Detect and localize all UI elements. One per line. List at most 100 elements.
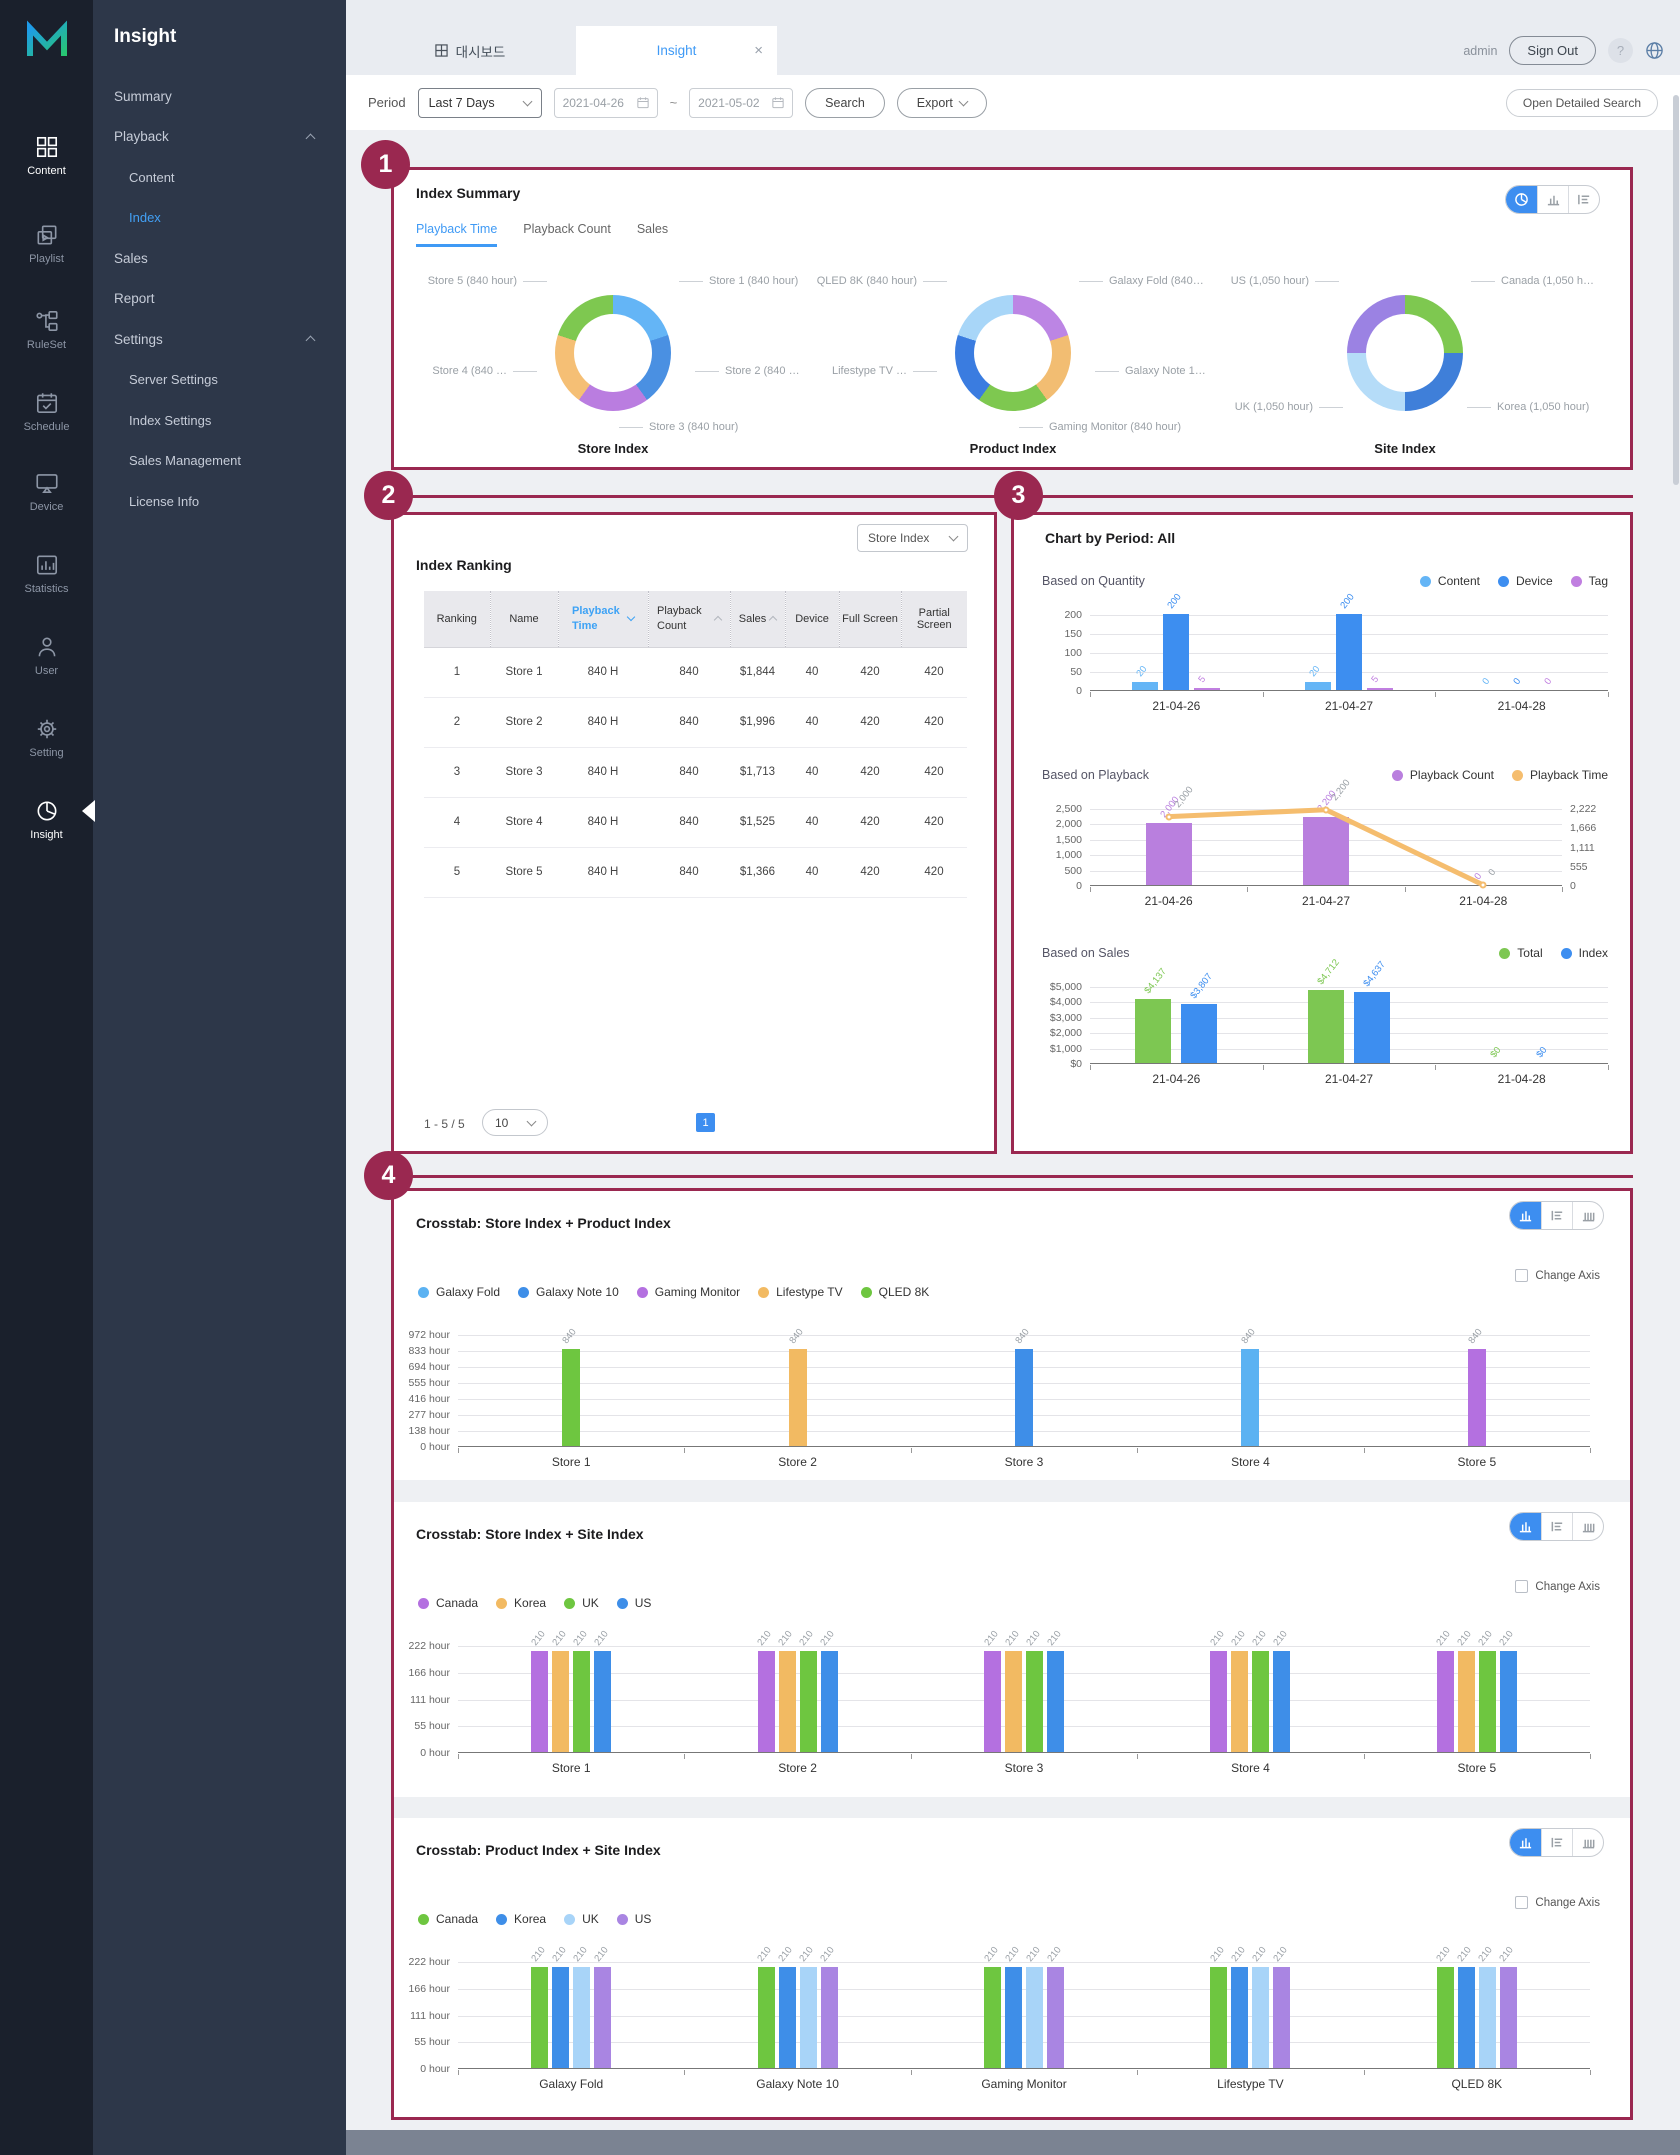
- close-icon[interactable]: ×: [754, 42, 763, 59]
- bar: 210: [550, 1945, 570, 2068]
- table-row[interactable]: 2 Store 2 840 H 840 $1,996 40 420 420: [424, 697, 967, 748]
- page-number-button[interactable]: 1: [696, 1113, 715, 1132]
- col-playback-count[interactable]: Playback Count: [647, 591, 730, 648]
- row-view-button[interactable]: [1541, 1202, 1572, 1229]
- table-row[interactable]: 1 Store 1 840 H 840 $1,844 40 420 420: [424, 647, 967, 698]
- open-detailed-search-button[interactable]: Open Detailed Search: [1505, 88, 1658, 117]
- legend-item[interactable]: Index: [1560, 946, 1608, 960]
- rail-item-schedule[interactable]: Schedule: [0, 390, 93, 433]
- legend-item[interactable]: US: [616, 1596, 651, 1610]
- legend-item[interactable]: Galaxy Fold: [418, 1285, 500, 1299]
- globe-icon[interactable]: [1645, 41, 1664, 60]
- rail-item-content[interactable]: Content: [0, 134, 93, 177]
- date-to-field[interactable]: [689, 87, 794, 118]
- pie-view-button[interactable]: [1506, 186, 1537, 213]
- column-view-button[interactable]: [1510, 1829, 1541, 1856]
- x-axis-labels: Galaxy Fold Galaxy Note 10 Gaming Monitor L…: [458, 2077, 1590, 2091]
- change-axis-checkbox[interactable]: [1515, 1269, 1529, 1282]
- date-from-input[interactable]: [562, 95, 637, 110]
- grid-view-button[interactable]: [1572, 1829, 1603, 1856]
- col-full-screen[interactable]: Full Screen: [838, 591, 901, 648]
- column-view-button[interactable]: [1510, 1513, 1541, 1540]
- rail-item-device[interactable]: Device: [0, 470, 93, 513]
- column-view-button[interactable]: [1510, 1202, 1541, 1229]
- legend-item[interactable]: Canada: [418, 1912, 478, 1926]
- export-button[interactable]: Export: [896, 87, 987, 118]
- date-from-field[interactable]: [553, 87, 658, 118]
- legend-item[interactable]: QLED 8K: [860, 1285, 929, 1299]
- col-name[interactable]: Name: [489, 591, 558, 648]
- line-point: [1479, 881, 1487, 889]
- bar-view-button[interactable]: [1537, 186, 1568, 213]
- pie-chart-icon: [1515, 193, 1528, 206]
- rail-item-setting[interactable]: Setting: [0, 716, 93, 759]
- sidebar-item-summary[interactable]: Summary: [114, 88, 172, 104]
- legend-item[interactable]: UK: [564, 1596, 599, 1610]
- legend-item[interactable]: Playback Count: [1391, 768, 1494, 782]
- col-playback-time[interactable]: Playback Time: [557, 591, 648, 648]
- table-cell: 420: [901, 647, 967, 698]
- sidebar-item-sales[interactable]: Sales: [114, 250, 148, 266]
- legend-item[interactable]: Gaming Monitor: [636, 1285, 740, 1299]
- tab-insight[interactable]: Insight ×: [576, 26, 777, 75]
- row-view-button[interactable]: [1541, 1513, 1572, 1540]
- help-button[interactable]: ?: [1608, 38, 1633, 63]
- legend-item[interactable]: Tag: [1570, 574, 1608, 588]
- legend-item[interactable]: Galaxy Note 10: [518, 1285, 619, 1299]
- col-ranking[interactable]: Ranking: [424, 591, 490, 648]
- tab-playback-time[interactable]: Playback Time: [416, 222, 498, 247]
- legend-item[interactable]: Korea: [496, 1596, 546, 1610]
- legend-dot-icon: [616, 1597, 628, 1609]
- table-row[interactable]: 3 Store 3 840 H 840 $1,713 40 420 420: [424, 747, 967, 798]
- rail-item-insight[interactable]: Insight: [0, 798, 93, 841]
- date-to-input[interactable]: [698, 95, 773, 110]
- sidebar-item-playback-index[interactable]: Index: [129, 210, 161, 226]
- search-button[interactable]: Search: [805, 87, 885, 118]
- rail-item-statistics[interactable]: Statistics: [0, 552, 93, 595]
- rail-item-user[interactable]: User: [0, 634, 93, 677]
- tab-sales[interactable]: Sales: [636, 222, 669, 236]
- table-row[interactable]: 4 Store 4 840 H 840 $1,525 40 420 420: [424, 797, 967, 848]
- legend-item[interactable]: Korea: [496, 1912, 546, 1926]
- row-view-button[interactable]: [1541, 1829, 1572, 1856]
- sidebar-item-server-settings[interactable]: Server Settings: [129, 372, 218, 388]
- change-axis-checkbox[interactable]: [1515, 1580, 1529, 1593]
- col-sales[interactable]: Sales: [729, 591, 785, 648]
- legend-item[interactable]: US: [616, 1912, 651, 1926]
- app-rail: Content Playlist RuleSet Schedule Device…: [0, 0, 93, 2155]
- legend-item[interactable]: Total: [1499, 946, 1543, 960]
- scrollbar-thumb[interactable]: [1673, 95, 1679, 485]
- legend-item[interactable]: Canada: [418, 1596, 478, 1610]
- sidebar-item-playback-content[interactable]: Content: [129, 169, 175, 185]
- grid-view-button[interactable]: [1572, 1513, 1603, 1540]
- rail-item-ruleset[interactable]: RuleSet: [0, 308, 93, 351]
- period-select[interactable]: Last 7 Days: [417, 87, 542, 118]
- table-row[interactable]: 5 Store 5 840 H 840 $1,366 40 420 420: [424, 847, 967, 898]
- legend-item[interactable]: Device: [1497, 574, 1553, 588]
- sidebar-item-report[interactable]: Report: [114, 291, 155, 307]
- grid-view-button[interactable]: [1572, 1202, 1603, 1229]
- page-size-select[interactable]: 10: [482, 1109, 548, 1136]
- list-view-button[interactable]: [1568, 186, 1599, 213]
- sidebar-item-playback[interactable]: Playback: [93, 117, 346, 158]
- app-logo[interactable]: [24, 18, 70, 64]
- legend-item[interactable]: Lifestype TV: [758, 1285, 843, 1299]
- index-type-select[interactable]: Store Index: [857, 524, 968, 552]
- rail-item-playlist[interactable]: Playlist: [0, 222, 93, 265]
- bar-label: 210: [1476, 1944, 1496, 1964]
- change-axis-checkbox[interactable]: [1515, 1896, 1529, 1909]
- sidebar-item-index-settings[interactable]: Index Settings: [129, 412, 212, 428]
- tab-playback-count[interactable]: Playback Count: [523, 222, 611, 236]
- sidebar-item-license-info[interactable]: License Info: [129, 493, 200, 509]
- legend-item[interactable]: UK: [564, 1912, 599, 1926]
- tab-dashboard[interactable]: 대시보드: [364, 26, 576, 75]
- col-device[interactable]: Device: [784, 591, 839, 648]
- sign-out-button[interactable]: Sign Out: [1509, 36, 1596, 65]
- col-partial-screen[interactable]: Partial Screen: [900, 591, 967, 648]
- legend-item[interactable]: Playback Time: [1511, 768, 1608, 782]
- sidebar-item-settings[interactable]: Settings: [93, 319, 346, 360]
- bar-label: 210: [592, 1944, 611, 1964]
- legend-item[interactable]: Content: [1419, 574, 1480, 588]
- chart-plot: 840 840 840 840 840: [458, 1327, 1591, 1453]
- sidebar-item-sales-management[interactable]: Sales Management: [129, 453, 242, 469]
